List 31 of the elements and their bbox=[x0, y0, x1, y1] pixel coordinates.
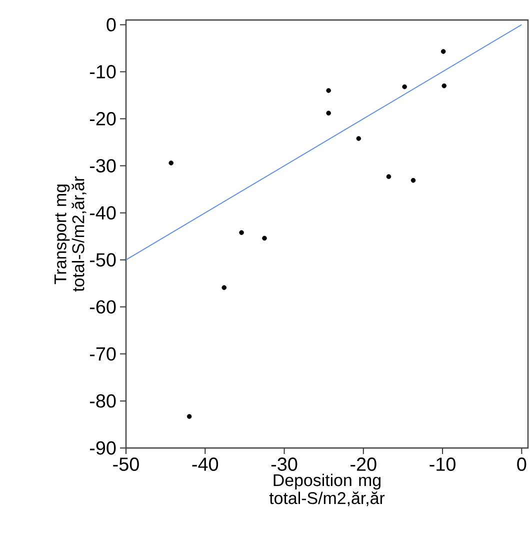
y-tick-label: -90 bbox=[90, 441, 116, 455]
y-tick-label: -60 bbox=[90, 300, 116, 314]
y-axis-title: Transport mg total-S/m2,ăr,ăr bbox=[54, 176, 86, 292]
point bbox=[386, 174, 392, 180]
y-tick-label: -30 bbox=[90, 159, 116, 172]
y-tick-label: -40 bbox=[90, 206, 116, 220]
y-tick-label: -10 bbox=[90, 65, 116, 78]
y-tick-label: -70 bbox=[90, 347, 116, 361]
x-tick-label: -30 bbox=[271, 458, 298, 471]
x-tick-label: -50 bbox=[113, 458, 139, 471]
x-tick-label: -40 bbox=[192, 458, 218, 471]
x-tick-label: -20 bbox=[350, 458, 376, 471]
point bbox=[440, 49, 446, 54]
y-tick-label: -20 bbox=[90, 112, 116, 126]
y-tick-label: -50 bbox=[90, 253, 116, 267]
point bbox=[222, 285, 227, 290]
point bbox=[326, 110, 331, 116]
point bbox=[186, 414, 192, 419]
y-tick-label: 0 bbox=[106, 18, 116, 32]
point bbox=[410, 178, 416, 183]
y-tick-label: -80 bbox=[90, 394, 116, 408]
x-tick-label: -10 bbox=[430, 458, 456, 471]
point bbox=[356, 136, 362, 141]
point bbox=[402, 84, 407, 90]
point bbox=[442, 83, 447, 88]
x-axis-title: Deposition mg total-S/m2,ăr,ăr bbox=[269, 474, 385, 506]
point bbox=[168, 160, 174, 166]
point bbox=[262, 236, 267, 241]
point bbox=[326, 88, 331, 93]
point bbox=[239, 230, 244, 235]
x-tick-label: 0 bbox=[517, 458, 526, 471]
